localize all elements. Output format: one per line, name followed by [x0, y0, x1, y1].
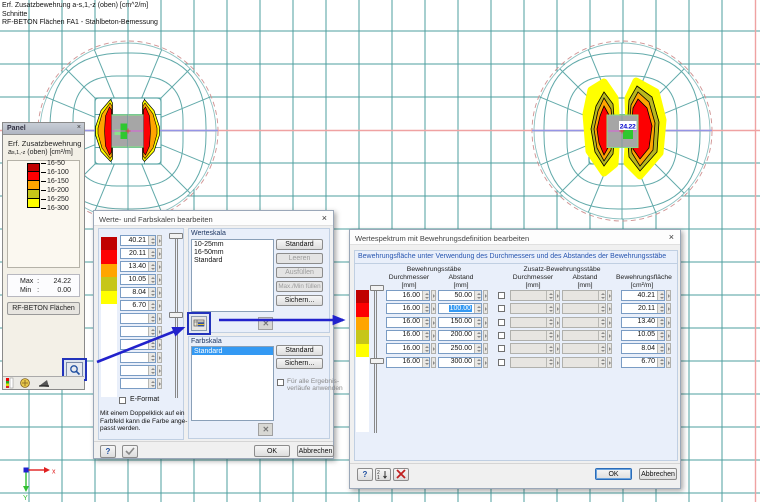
svg-text:x: x	[52, 469, 56, 476]
svg-text:2: 2	[377, 470, 380, 476]
svg-text:Y: Y	[23, 495, 28, 502]
svg-text:1: 1	[377, 475, 380, 480]
svg-text:24.22: 24.22	[620, 124, 636, 131]
